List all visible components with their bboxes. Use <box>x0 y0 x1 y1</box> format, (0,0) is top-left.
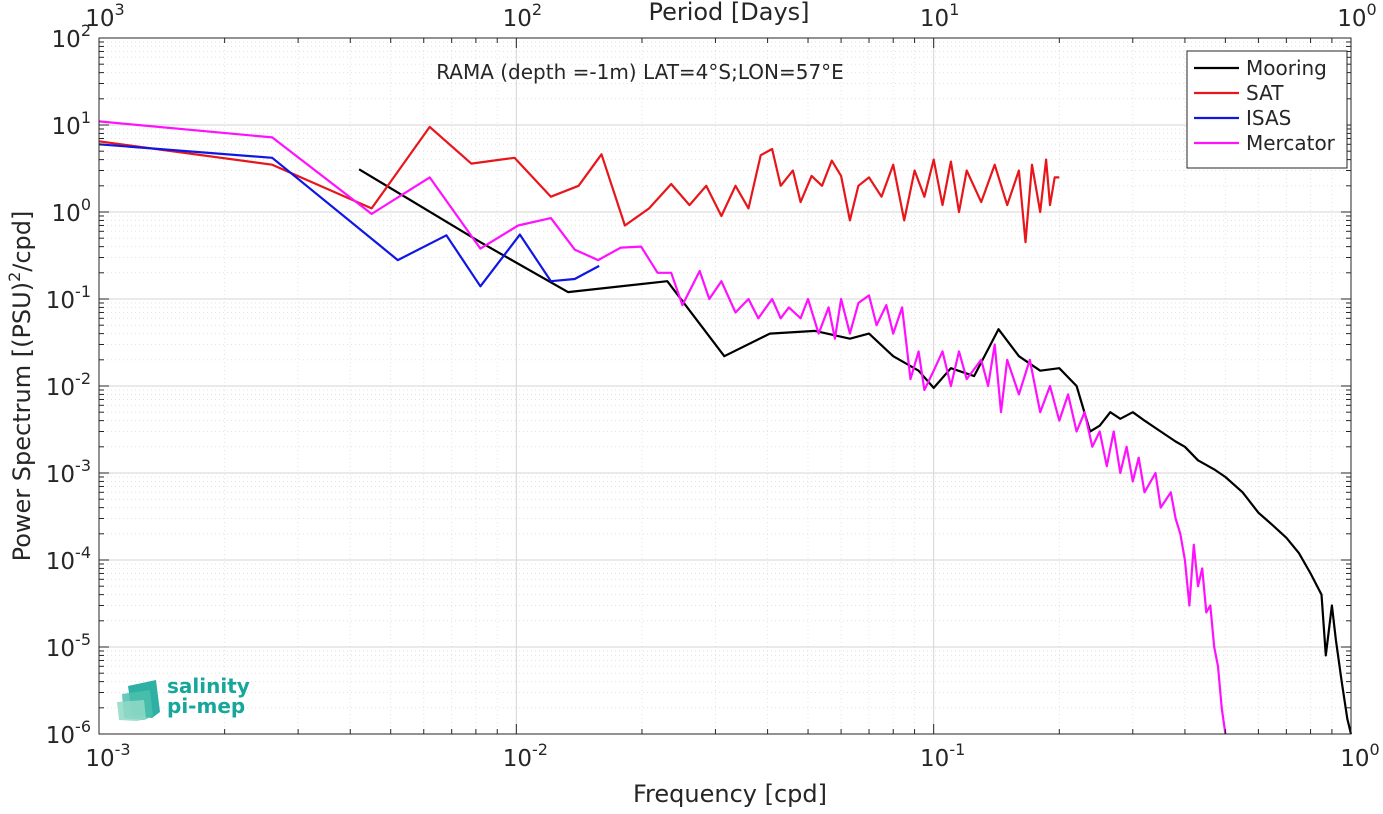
top-tick-label: 103 <box>85 0 124 32</box>
series-lines <box>98 120 1353 735</box>
top-tick-label: 101 <box>920 0 959 32</box>
x-tick-label: 100 <box>1340 740 1379 772</box>
chart-annotation: RAMA (depth =-1m) LAT=4°S;LON=57°E <box>436 60 844 84</box>
legend-entry-mooring: Mooring <box>1194 56 1327 80</box>
x-tick-label: 10-2 <box>503 740 548 772</box>
y-axis-title-sup: 2 <box>5 272 24 282</box>
x-tick-labels: 10-3 10-2 10-1 100 <box>85 740 1379 772</box>
y-tick-label: 10-3 <box>46 456 91 488</box>
legend-box <box>1186 50 1348 169</box>
series-line-mercator <box>98 120 1227 735</box>
series-line-isas <box>98 143 600 288</box>
x-axis-title: Frequency [cpd] <box>633 780 827 808</box>
x-tick-label: 10-1 <box>920 740 965 772</box>
legend-label: Mercator <box>1246 131 1336 155</box>
tick-marks <box>98 37 1352 735</box>
legend-label: ISAS <box>1246 106 1291 130</box>
series-line-mooring <box>358 168 1353 735</box>
y-tick-label: 10-6 <box>46 717 91 749</box>
series-line-sat <box>98 125 1060 244</box>
y-tick-label: 100 <box>52 195 91 227</box>
legend-label: SAT <box>1246 81 1284 105</box>
top-tick-label: 102 <box>503 0 542 32</box>
top-axis-title: Period [Days] <box>648 0 809 26</box>
legend-label: Mooring <box>1246 56 1327 80</box>
y-axis-title-main: Power Spectrum [(PSU) <box>8 282 36 561</box>
y-tick-label: 102 <box>52 21 91 53</box>
y-axis-title: Power Spectrum [(PSU)2/cpd] <box>5 211 36 562</box>
y-tick-label: 10-4 <box>46 543 91 575</box>
y-axis-title-end: /cpd] <box>8 211 36 272</box>
y-tick-label: 10-1 <box>46 282 91 314</box>
y-tick-labels: 10-6 10-5 10-4 10-3 10-2 10-1 100 101 102 <box>46 21 91 749</box>
logo-line2: pi-mep <box>167 694 245 718</box>
legend-entry-sat: SAT <box>1194 81 1284 105</box>
y-tick-label: 10-5 <box>46 630 91 662</box>
y-tick-label: 101 <box>52 108 91 140</box>
logo-line1: salinity <box>167 674 250 698</box>
salinity-pi-mep-logo: salinity pi-mep <box>117 674 250 721</box>
top-tick-labels: 103 102 101 100 <box>85 0 1376 32</box>
top-tick-label: 100 <box>1337 0 1376 32</box>
wave-logo-icon <box>117 680 160 721</box>
legend-entry-isas: ISAS <box>1194 106 1291 130</box>
y-tick-label: 10-2 <box>46 369 91 401</box>
grid <box>98 38 1351 735</box>
x-tick-label: 10-3 <box>85 740 130 772</box>
legend-entry-mercator: Mercator <box>1194 131 1336 155</box>
